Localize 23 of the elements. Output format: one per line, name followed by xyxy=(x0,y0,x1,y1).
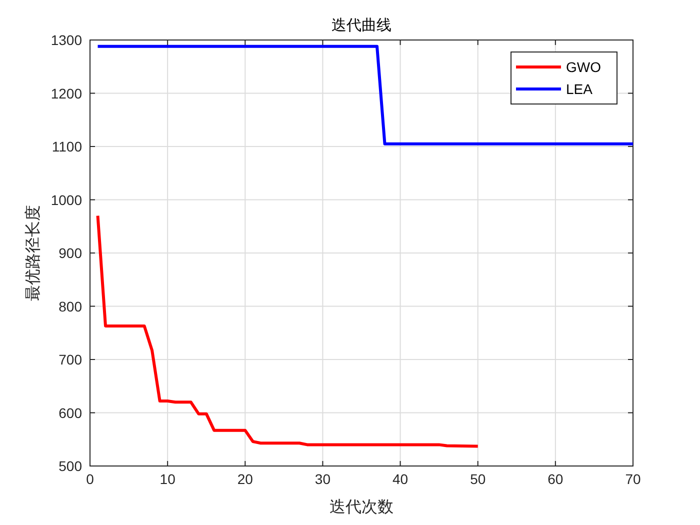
line-series xyxy=(96,214,480,448)
y-axis-title: 最优路径长度 xyxy=(24,205,42,301)
x-tick-label: 50 xyxy=(470,471,486,487)
y-tick-label: 600 xyxy=(58,404,82,421)
x-tick-label: 20 xyxy=(237,471,254,487)
y-tick-label: 900 xyxy=(58,245,82,261)
x-tick-label: 40 xyxy=(392,471,408,487)
y-tick-label: 1100 xyxy=(52,138,82,154)
y-tick-label: 1200 xyxy=(50,85,82,102)
x-axis-title: 迭代次数 xyxy=(330,498,394,516)
legend-label: GWO xyxy=(566,59,602,75)
x-tick-label: 10 xyxy=(160,471,176,487)
y-tick-label: 1300 xyxy=(50,32,82,48)
y-tick-label: 1000 xyxy=(50,192,82,208)
y-tick-label: 700 xyxy=(58,352,82,368)
legend-label: LEA xyxy=(566,81,594,97)
x-tick-label: 70 xyxy=(625,471,641,487)
x-tick-label: 30 xyxy=(314,471,331,487)
y-tick-label: 800 xyxy=(58,298,82,314)
y-tick-label: 500 xyxy=(58,458,82,474)
x-tick-label: 60 xyxy=(548,471,564,487)
x-tick-label: 0 xyxy=(86,471,94,487)
chart-title: 迭代曲线 xyxy=(332,17,392,34)
